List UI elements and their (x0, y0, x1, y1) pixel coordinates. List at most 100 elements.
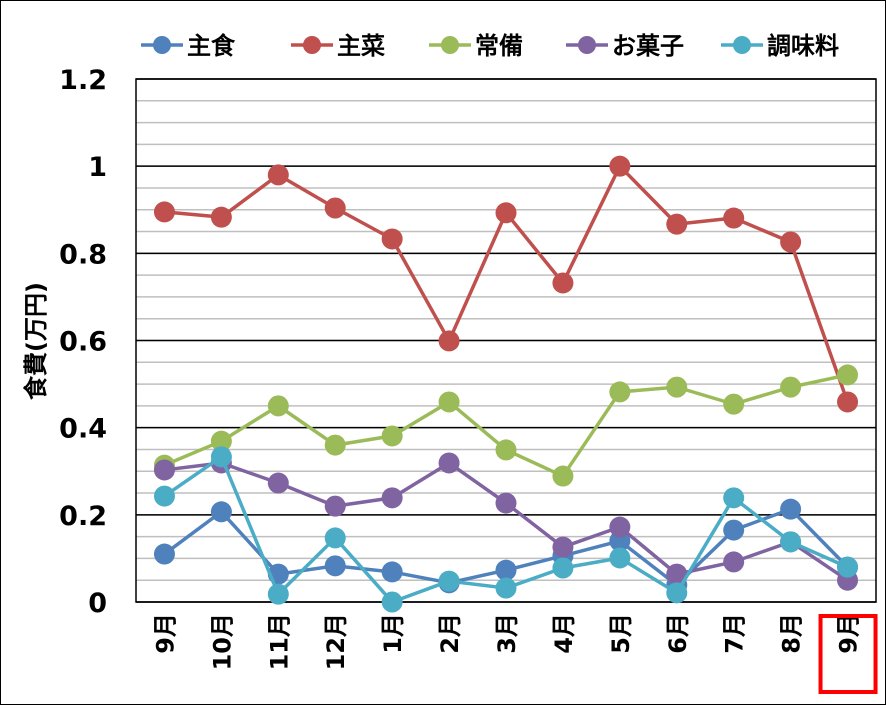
data-point (780, 531, 802, 553)
data-point (495, 492, 517, 514)
data-point (780, 376, 802, 398)
legend-item: 主菜 (291, 32, 385, 60)
data-point (780, 498, 802, 520)
y-tick-label: 0 (88, 588, 107, 619)
data-point (153, 485, 175, 507)
gridlines (135, 78, 877, 603)
x-tick-label: 2月 (436, 613, 464, 654)
data-point (837, 556, 859, 578)
data-point (153, 459, 175, 481)
legend-item: 調味料 (721, 32, 839, 60)
data-point (609, 381, 631, 403)
data-point (666, 376, 688, 398)
data-point (666, 213, 688, 235)
data-point (723, 393, 745, 415)
data-point (552, 536, 574, 558)
y-tick-label: 0.6 (59, 327, 107, 358)
data-point (381, 228, 403, 250)
x-tick-label: 6月 (664, 613, 692, 654)
data-point (324, 197, 346, 219)
data-point (609, 547, 631, 569)
y-tick-label: 0.4 (59, 414, 107, 445)
data-point (267, 583, 289, 605)
data-point (381, 425, 403, 447)
data-point (324, 495, 346, 517)
plot-area-border (135, 78, 877, 603)
data-point (495, 202, 517, 224)
series-line (163, 373, 848, 478)
data-point (552, 557, 574, 579)
x-tick-label: 9月 (151, 613, 179, 654)
legend-marker (578, 36, 596, 54)
y-tick-label: 1 (88, 152, 107, 183)
y-axis-label: 食費(万円) (22, 282, 50, 400)
x-tick-label: 10月 (208, 613, 236, 670)
data-point (324, 527, 346, 549)
legend-label: 調味料 (767, 32, 839, 60)
legend-item: 常備 (429, 32, 523, 60)
legend-item: 主食 (141, 32, 236, 60)
data-point (723, 519, 745, 541)
data-point (324, 555, 346, 577)
x-tick-label: 4月 (550, 613, 578, 654)
data-point (381, 591, 403, 613)
data-point (210, 430, 232, 452)
data-point (153, 543, 175, 565)
data-point (495, 559, 517, 581)
series-group (153, 155, 859, 613)
data-point (609, 155, 631, 177)
x-tick-label: 5月 (607, 613, 635, 654)
series-常備 (153, 364, 859, 487)
data-point (267, 164, 289, 186)
data-point (324, 434, 346, 456)
legend: 主食 主菜 常備 お菓子 調味料 (141, 32, 839, 60)
legend-marker (153, 36, 171, 54)
data-point (495, 577, 517, 599)
data-point (210, 206, 232, 228)
data-point (837, 364, 859, 386)
y-tick-label: 0.2 (59, 501, 107, 532)
legend-label: 主菜 (337, 32, 385, 60)
data-point (666, 582, 688, 604)
data-point (438, 330, 460, 352)
data-point (267, 395, 289, 417)
data-point (552, 465, 574, 487)
series-調味料 (153, 446, 859, 613)
data-point (552, 272, 574, 294)
x-tick-label: 11月 (265, 613, 293, 670)
y-tick-label: 1.2 (59, 65, 107, 96)
x-tick-label: 9月 (835, 613, 863, 654)
data-point (495, 439, 517, 461)
x-tick-label: 8月 (778, 613, 806, 654)
data-point (153, 201, 175, 223)
y-axis-ticks: 0 0.2 0.4 0.6 0.8 1 1.2 (59, 65, 107, 619)
x-tick-label: 1月 (379, 613, 407, 654)
legend-label: 主食 (187, 32, 236, 60)
legend-label: 常備 (475, 32, 523, 60)
x-axis-ticks: 9月 10月 11月 12月 1月 2月 3月 4月 5月 6月 7月 8月 9月 (151, 613, 878, 694)
data-point (210, 501, 232, 523)
data-point (837, 391, 859, 413)
legend-item: お菓子 (566, 32, 684, 60)
x-tick-label: 7月 (721, 613, 749, 654)
data-point (381, 561, 403, 583)
data-point (609, 516, 631, 538)
data-point (438, 570, 460, 592)
legend-label: お菓子 (612, 32, 684, 60)
data-point (267, 472, 289, 494)
data-point (438, 452, 460, 474)
series-主菜 (153, 155, 859, 413)
data-point (438, 391, 460, 413)
x-tick-label: 12月 (322, 613, 350, 670)
data-point (723, 487, 745, 509)
legend-marker (303, 36, 321, 54)
legend-marker (733, 36, 751, 54)
data-point (723, 551, 745, 573)
legend-marker (441, 36, 459, 54)
data-point (666, 563, 688, 585)
data-point (780, 231, 802, 253)
data-point (210, 446, 232, 468)
data-point (381, 487, 403, 509)
